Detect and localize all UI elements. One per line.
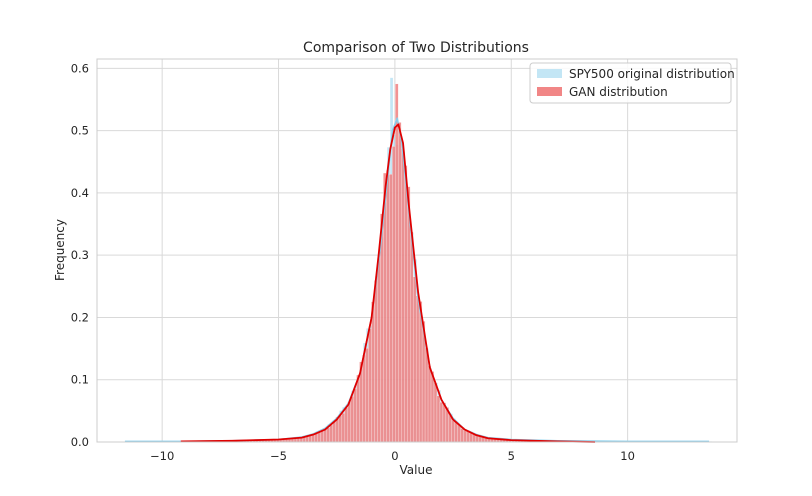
histogram-bar [386,170,390,443]
histogram-bar [463,430,467,443]
y-tick-labels: 0.0 0.1 0.2 0.3 0.4 0.5 0.6 [71,61,89,449]
y-tick-label: 0.6 [71,61,89,75]
histogram-bar [436,395,441,443]
histogram-bar [424,347,429,443]
histogram-bar [347,401,351,443]
histogram-bar [451,420,455,443]
histogram-bar [368,328,372,443]
histogram-bar [404,165,408,443]
histogram-bar [413,276,417,443]
histogram-bar [317,432,321,443]
histogram-bar [344,407,348,443]
legend-swatch-spy500 [537,69,562,78]
x-tick-label: 10 [620,449,635,463]
kde-line-gan [180,123,596,443]
plot-frame [96,58,738,443]
legend: SPY500 original distribution GAN distrib… [529,62,735,104]
histogram-bar [433,382,438,443]
x-tick-labels: −10 −5 0 5 10 [150,449,635,463]
histogram-bar [353,388,357,443]
chart-title: Comparison of Two Distributions [303,40,529,56]
legend-swatch-gan [537,87,562,96]
histogram-bar [448,414,452,443]
histogram-bar [365,348,369,443]
histogram-bar [392,146,396,443]
histogram-bar [410,231,414,443]
legend-label-spy500: SPY500 original distribution [569,67,735,81]
histogram-bar [323,429,327,443]
histogram-bar [338,415,342,443]
histogram-bar [439,402,444,443]
histogram-bar [395,83,399,443]
histogram-bar [401,148,405,443]
y-tick-label: 0.1 [71,373,89,387]
x-axis-label: Value [400,463,433,477]
histogram-bar [389,174,393,443]
histogram-bar [350,396,354,443]
histogram-bar [454,421,458,443]
x-tick-label: 0 [391,449,398,463]
histogram-bar [457,424,461,443]
histogram-bar [371,301,375,443]
y-tick-label: 0.2 [71,310,89,324]
histogram-bar [341,413,345,443]
histogram-bar [460,428,464,443]
histogram-bar [442,402,447,443]
histogram-bar [475,435,479,443]
histogram-bar [427,365,432,443]
legend-frame [529,62,732,104]
histogram-bar [398,122,402,443]
y-tick-label: 0.0 [71,435,89,449]
y-tick-label: 0.4 [71,186,89,200]
histogram-bar [356,374,360,443]
histogram-bar [374,280,378,443]
y-tick-label: 0.5 [71,124,89,138]
histogram-bar [415,295,420,443]
histogram-bar [320,430,324,443]
kde-lines [124,117,710,443]
x-tick-label: −5 [270,449,287,463]
histogram-bar [329,424,333,443]
histogram-bar [377,258,381,443]
x-tick-label: −10 [150,449,174,463]
histogram-bar [362,354,366,443]
legend-label-gan: GAN distribution [569,85,668,99]
y-axis-label: Frequency [53,219,67,281]
x-tick-label: 5 [508,449,515,463]
histogram-bar [326,427,330,443]
y-tick-label: 0.3 [71,248,89,262]
histogram-bar [430,371,435,443]
